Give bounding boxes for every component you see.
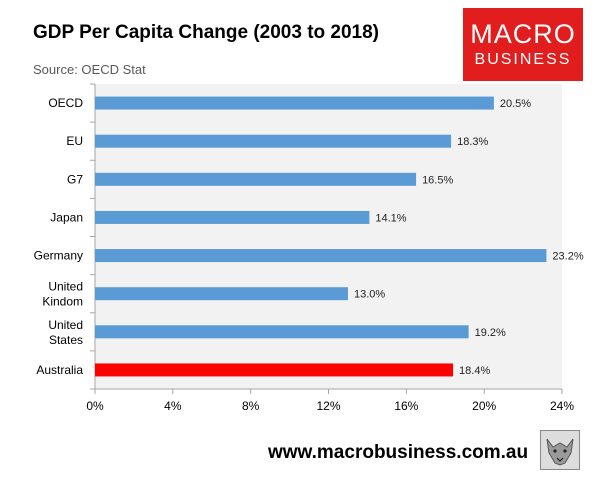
x-tick-label: 8% bbox=[242, 399, 260, 413]
bar-chart: 0% 4% 8% 12% 16% 20% 24% 20.5% OECD 18.3% EU 16.5% G… bbox=[34, 83, 584, 413]
macrobusiness-logo: MACRO BUSINESS bbox=[463, 8, 583, 81]
bar bbox=[95, 96, 494, 110]
data-label: 13.0% bbox=[354, 289, 385, 301]
x-tick-label: 24% bbox=[550, 399, 574, 413]
x-tick-label: 16% bbox=[394, 399, 418, 413]
logo-line-1: MACRO bbox=[470, 19, 576, 49]
category-label-line: United bbox=[48, 318, 83, 332]
category-label: United States bbox=[48, 318, 83, 347]
bar bbox=[95, 363, 454, 377]
footer-url: www.macrobusiness.com.au bbox=[268, 442, 529, 463]
bar bbox=[95, 287, 348, 301]
category-label: Germany bbox=[34, 249, 83, 263]
plot-area bbox=[95, 84, 562, 389]
category-label: United Kindom bbox=[42, 280, 83, 309]
data-label: 18.4% bbox=[459, 365, 490, 377]
bar bbox=[95, 210, 370, 224]
data-label: 23.2% bbox=[552, 251, 583, 263]
data-label: 18.3% bbox=[457, 136, 488, 148]
category-label: OECD bbox=[48, 96, 83, 110]
category-label: Japan bbox=[50, 210, 83, 224]
x-tick-label: 12% bbox=[316, 399, 340, 413]
bar bbox=[95, 325, 469, 339]
chart-title: GDP Per Capita Change (2003 to 2018) bbox=[33, 22, 379, 43]
x-tick-label: 4% bbox=[164, 399, 182, 413]
category-label-line: Kindom bbox=[42, 295, 83, 309]
chart-subtitle: Source: OECD Stat bbox=[33, 62, 146, 77]
data-label: 19.2% bbox=[475, 327, 506, 339]
bar bbox=[95, 134, 452, 148]
logo-line-2: BUSINESS bbox=[474, 51, 572, 68]
data-label: 16.5% bbox=[422, 174, 453, 186]
category-label: Australia bbox=[36, 363, 83, 377]
data-label: 14.1% bbox=[375, 212, 406, 224]
category-label: EU bbox=[66, 134, 83, 148]
bar bbox=[95, 249, 547, 263]
category-label-line: United bbox=[48, 280, 83, 294]
category-label-line: States bbox=[49, 333, 83, 347]
x-tick-label: 0% bbox=[86, 399, 104, 413]
bar bbox=[95, 172, 417, 186]
category-label: G7 bbox=[67, 172, 83, 186]
data-label: 20.5% bbox=[500, 98, 531, 110]
x-tick-label: 20% bbox=[472, 399, 496, 413]
wolf-logo-icon bbox=[540, 430, 580, 470]
